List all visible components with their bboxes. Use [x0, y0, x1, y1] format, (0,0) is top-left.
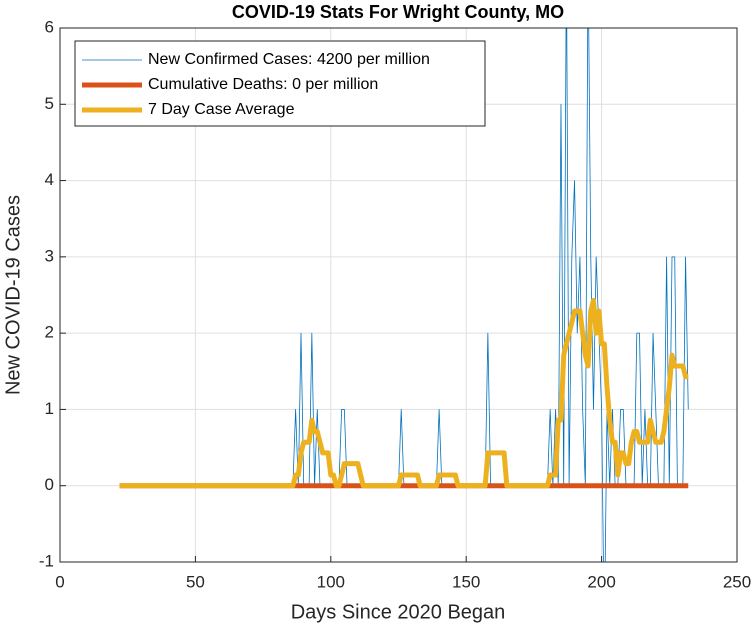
y-tick-label: 3	[45, 246, 54, 265]
y-tick-label: 4	[45, 170, 54, 189]
axes-box	[59, 27, 738, 563]
y-tick-label: 1	[45, 399, 54, 418]
y-tick-label: 6	[45, 17, 54, 36]
legend-label: Cumulative Deaths: 0 per million	[148, 76, 378, 93]
legend: New Confirmed Cases: 4200 per million Cum…	[74, 40, 486, 127]
x-tick-label: 100	[317, 572, 345, 591]
x-tick-label: 150	[452, 572, 480, 591]
legend-label: New Confirmed Cases: 4200 per million	[148, 51, 430, 68]
x-axis-label: Days Since 2020 Began	[291, 601, 506, 623]
y-axis-label: New COVID-19 Cases	[2, 195, 24, 395]
x-tick-label: 0	[55, 572, 64, 591]
chart-title: COVID-19 Stats For Wright County, MO	[232, 2, 564, 22]
legend-box	[74, 40, 486, 127]
legend-label: 7 Day Case Average	[148, 101, 295, 118]
y-tick-label: 2	[45, 323, 54, 342]
x-tick-label: 200	[587, 572, 615, 591]
x-tick-label: 50	[186, 572, 205, 591]
lines	[119, 28, 689, 562]
x-tick-label: 250	[723, 572, 751, 591]
y-tick-label: -1	[39, 551, 54, 570]
y-tick-label: 0	[45, 475, 54, 494]
data-line	[119, 297, 689, 489]
y-tick-label: 5	[45, 94, 54, 113]
